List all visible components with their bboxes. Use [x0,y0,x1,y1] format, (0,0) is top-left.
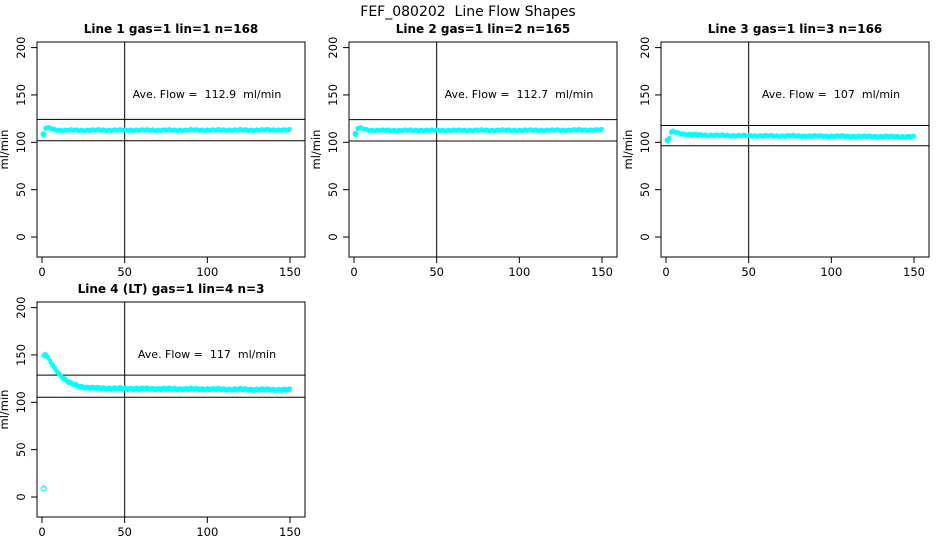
y-tick-label: 50 [14,442,28,457]
plot-box [660,41,930,258]
y-tick-label: 150 [14,84,28,106]
y-axis-label: ml/min [0,390,11,430]
x-tick-label: 50 [741,265,756,279]
x-tick-label: 0 [38,265,45,279]
plot-box [36,301,306,518]
data-point [667,136,672,141]
y-tick-label: 200 [638,37,652,59]
y-tick-label: 200 [14,37,28,59]
x-tick-label: 150 [279,265,301,279]
x-tick-label: 50 [117,265,132,279]
data-series [664,128,916,144]
y-axis-label: ml/min [0,130,11,170]
y-tick-label: 200 [326,37,340,59]
plot-box [348,41,618,258]
panel-1-title: Line 1 gas=1 lin=1 n=168 [83,22,259,36]
data-series [40,124,292,138]
y-tick-label: 0 [638,233,652,240]
data-point [288,128,292,132]
data-point [600,128,604,132]
data-series [40,352,292,492]
data-point [353,132,358,136]
data-point [912,134,916,139]
data-point [41,132,46,137]
panel-1: 0 50 100 150 0 50 100 150 200 ml/min [0,37,306,279]
y-tick-label: 0 [14,493,28,500]
y-tick-label: 100 [638,131,652,153]
y-tick-label: 100 [14,391,28,413]
x-tick-label: 150 [591,265,613,279]
figure-title: FEF_080202 Line Flow Shapes [360,4,576,20]
y-tick-label: 0 [14,233,28,240]
x-tick-label: 100 [196,525,218,539]
x-tick-label: 0 [38,525,45,539]
x-tick-label: 50 [117,525,132,539]
y-tick-label: 0 [326,233,340,240]
panel-2: 0 50 100 150 0 50 100 150 200 ml/min [309,37,618,279]
panel-2-ave-flow-annotation: Ave. Flow = 112.7 ml/min [444,88,594,101]
y-axis-label: ml/min [621,130,635,170]
y-tick-label: 150 [326,84,340,106]
x-tick-label: 100 [508,265,530,279]
y-axis-label: ml/min [309,130,323,170]
x-tick-label: 0 [350,265,357,279]
y-tick-label: 50 [326,182,340,197]
x-tick-label: 50 [429,265,444,279]
panel-4-title: Line 4 (LT) gas=1 lin=4 n=3 [77,282,265,296]
panel-1-ave-flow-annotation: Ave. Flow = 112.9 ml/min [132,88,282,101]
x-tick-label: 0 [662,265,669,279]
x-tick-label: 100 [196,265,218,279]
y-tick-label: 150 [14,344,28,366]
y-tick-label: 50 [14,182,28,197]
y-tick-label: 100 [14,131,28,153]
panel-4: 0 50 100 150 0 50 100 150 200 ml/min [0,297,306,539]
data-point [288,388,292,392]
x-tick-label: 150 [279,525,301,539]
panel-4-ave-flow-annotation: Ave. Flow = 117 ml/min [137,348,277,361]
x-tick-label: 100 [820,265,842,279]
y-tick-label: 200 [14,297,28,319]
panel-3: 0 50 100 150 0 50 100 150 200 ml/min [621,37,930,279]
x-tick-label: 150 [903,265,925,279]
panel-3-title: Line 3 gas=1 lin=3 n=166 [707,22,883,36]
y-tick-label: 50 [638,182,652,197]
plot-box [36,41,306,258]
y-tick-label: 150 [638,84,652,106]
panel-2-title: Line 2 gas=1 lin=2 n=165 [395,22,571,36]
panel-3-ave-flow-annotation: Ave. Flow = 107 ml/min [761,88,901,101]
data-series [352,125,604,138]
y-tick-label: 100 [326,131,340,153]
data-point-outlier [40,485,47,492]
